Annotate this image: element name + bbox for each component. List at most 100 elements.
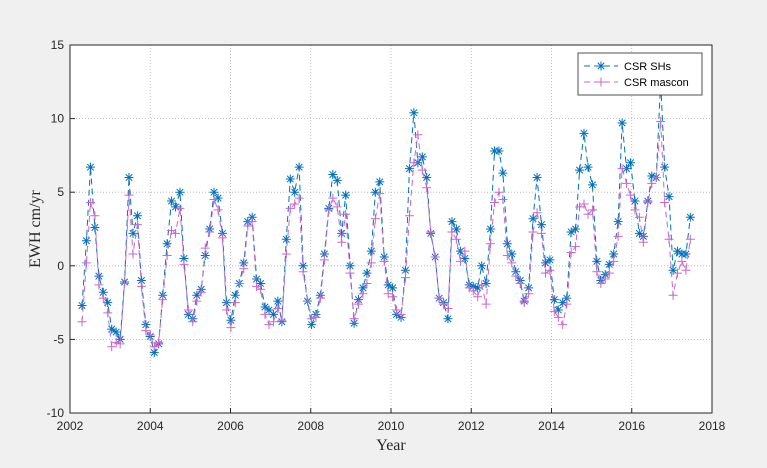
series-marker — [149, 348, 159, 358]
legend: CSR SHs CSR mascon — [577, 52, 703, 96]
series-marker — [634, 212, 644, 222]
series-marker — [120, 278, 130, 288]
series-marker — [439, 299, 449, 309]
series-marker — [141, 326, 151, 336]
series-marker — [307, 314, 317, 324]
series-marker — [149, 342, 159, 352]
series-marker — [511, 271, 521, 281]
series-marker — [154, 337, 164, 347]
series-group — [77, 77, 695, 358]
series-marker — [409, 108, 419, 118]
series-marker — [311, 312, 321, 322]
series-marker — [128, 228, 138, 238]
x-tick-label: 2016 — [618, 419, 645, 433]
series-marker — [681, 249, 691, 259]
series-marker — [379, 256, 389, 266]
series-marker — [455, 256, 465, 266]
series-marker — [175, 187, 185, 197]
legend-label: CSR SHs — [624, 61, 672, 73]
series-marker — [167, 196, 177, 206]
series-marker — [571, 224, 581, 234]
series-marker — [281, 234, 291, 244]
series-marker — [400, 273, 410, 283]
series-marker — [85, 198, 95, 208]
series-marker — [332, 202, 342, 212]
series-marker — [638, 237, 648, 247]
series-marker — [596, 278, 606, 288]
series-marker — [192, 296, 202, 306]
series-marker — [417, 152, 427, 162]
series-marker — [643, 198, 653, 208]
series-marker — [685, 234, 695, 244]
series-marker — [672, 246, 682, 256]
series-marker — [613, 231, 623, 241]
series-marker — [205, 227, 215, 237]
series-marker — [260, 309, 270, 319]
series-marker — [622, 178, 632, 188]
series-marker — [604, 259, 614, 269]
series-marker — [217, 233, 227, 243]
x-tick-label: 2010 — [378, 419, 405, 433]
series-marker — [332, 175, 342, 185]
series-marker — [383, 280, 393, 290]
series-marker — [417, 165, 427, 175]
x-tick-label: 2014 — [538, 419, 565, 433]
series-marker — [298, 261, 308, 271]
series-marker — [285, 203, 295, 213]
series-marker — [494, 146, 504, 156]
series-marker — [486, 239, 496, 249]
series-marker — [587, 180, 597, 190]
series-marker — [498, 195, 508, 205]
series-marker — [196, 287, 206, 297]
series-marker — [587, 205, 597, 215]
series-marker — [98, 293, 108, 303]
series-marker — [404, 211, 414, 221]
series-marker — [103, 308, 113, 318]
series-marker — [341, 190, 351, 200]
x-axis-label: Year — [376, 437, 406, 454]
series-marker — [558, 298, 568, 308]
series-marker — [583, 209, 593, 219]
series-marker — [200, 250, 210, 260]
series-marker — [162, 239, 172, 249]
series-marker — [124, 190, 134, 200]
series-marker — [579, 199, 589, 209]
series-marker — [532, 172, 542, 182]
series-marker — [553, 305, 563, 315]
series-marker — [324, 205, 334, 215]
series-marker — [447, 217, 457, 227]
series-marker — [549, 295, 559, 305]
series-marker — [549, 306, 559, 316]
series-marker — [341, 209, 351, 219]
series-marker — [268, 317, 278, 327]
series-marker — [209, 187, 219, 197]
series-marker — [630, 205, 640, 215]
series-marker — [115, 339, 125, 349]
series-marker — [158, 295, 168, 305]
series-marker — [328, 170, 338, 180]
x-tick-label: 2006 — [217, 419, 244, 433]
series-marker — [375, 177, 385, 187]
x-tick-label: 2012 — [458, 419, 485, 433]
series-marker — [617, 118, 627, 128]
series-marker — [519, 298, 529, 308]
series-marker — [468, 286, 478, 296]
series-marker — [375, 189, 385, 199]
series-marker — [370, 214, 380, 224]
series-marker — [107, 324, 117, 334]
series-marker — [294, 193, 304, 203]
series-marker — [638, 231, 648, 241]
series-marker — [451, 224, 461, 234]
series-marker — [422, 183, 432, 193]
series-marker — [162, 250, 172, 260]
series-marker — [681, 265, 691, 275]
series-marker — [345, 261, 355, 271]
series-marker — [260, 302, 270, 312]
series-marker — [617, 164, 627, 174]
series-marker — [507, 249, 517, 259]
series-marker — [413, 130, 423, 140]
series-marker — [609, 249, 619, 259]
series-marker — [277, 315, 287, 325]
series-marker — [473, 283, 483, 293]
